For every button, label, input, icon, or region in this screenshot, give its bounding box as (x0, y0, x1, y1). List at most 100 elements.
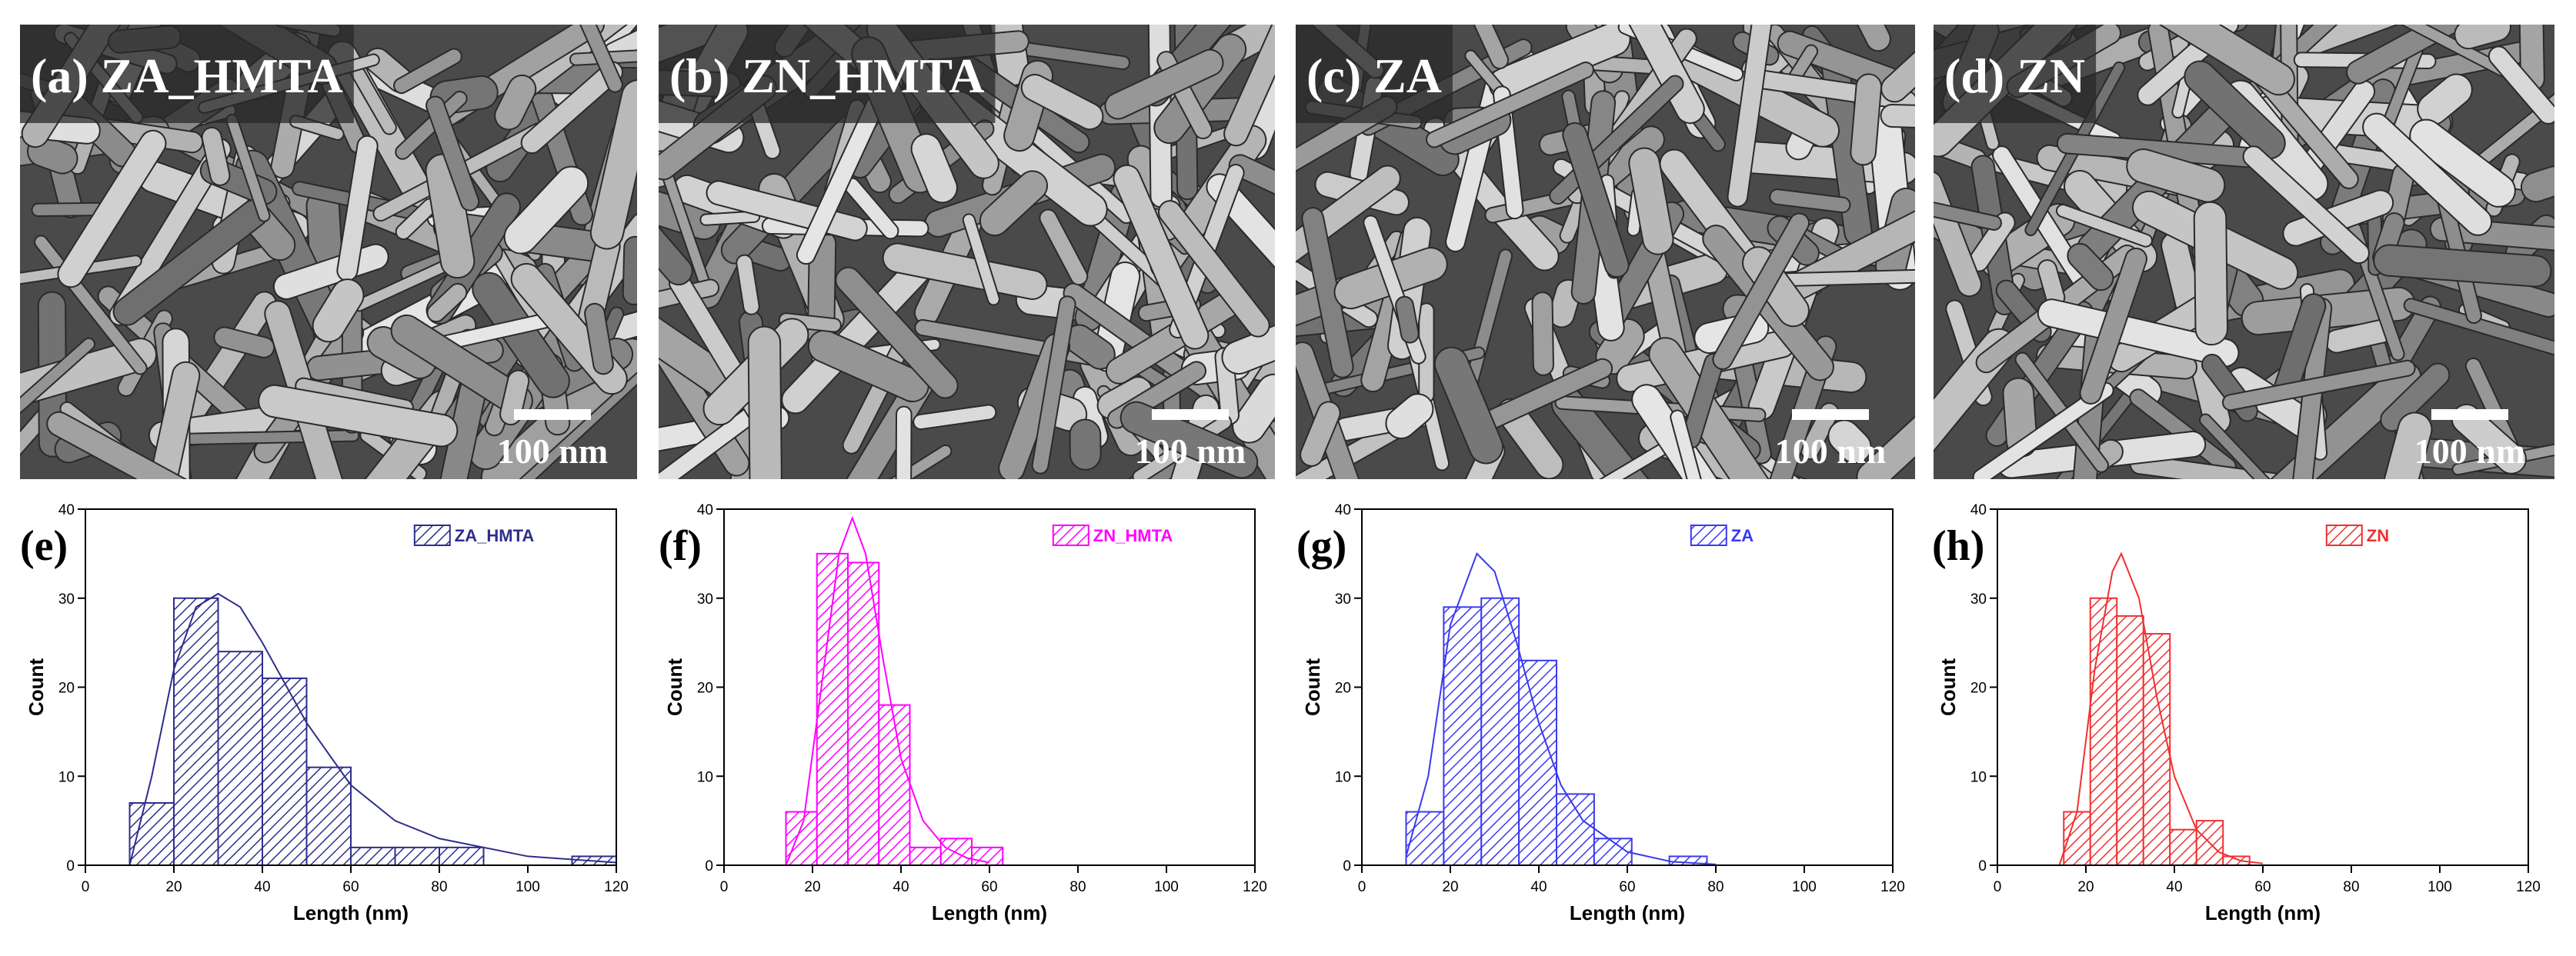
sem-rod (979, 170, 1049, 237)
y-tick-label: 20 (1335, 681, 1351, 697)
x-axis-title: Length (nm) (1570, 901, 1685, 924)
histogram-bar (262, 677, 308, 866)
histogram-bar (939, 838, 973, 867)
label-box (659, 25, 996, 123)
legend-swatch (1690, 525, 1727, 546)
sem-rod (2067, 242, 2114, 291)
histogram-bar (878, 704, 911, 867)
sem-rod (2409, 118, 2516, 208)
sem-rod (882, 242, 1048, 300)
x-tick-label: 80 (431, 879, 447, 895)
legend-swatch (1052, 525, 1089, 546)
x-tick-label: 40 (1530, 879, 1547, 895)
sem-rod (1562, 122, 1630, 278)
histogram-bar (217, 651, 263, 866)
sem-rod (659, 211, 693, 286)
x-tick-label: 60 (981, 879, 997, 895)
sem-rod (584, 302, 614, 375)
sem-rod (736, 254, 760, 315)
sem-rod (1433, 346, 1503, 465)
scale-bar-label: 100 nm (1775, 431, 1886, 471)
sem-rod (910, 133, 958, 204)
y-axis-title: Count (25, 658, 48, 716)
y-tick-label: 10 (697, 769, 713, 785)
x-tick-label: 120 (1880, 879, 1905, 895)
sem-rod (57, 129, 167, 288)
y-axis-title: Count (1937, 658, 1960, 716)
histogram-bar (909, 846, 942, 866)
y-tick-label: 20 (697, 681, 713, 697)
x-tick-label: 20 (165, 879, 182, 895)
x-tick-label: 0 (720, 879, 729, 895)
y-tick-label: 0 (1343, 858, 1351, 874)
sem-rod (2221, 359, 2416, 411)
x-tick-label: 40 (254, 879, 270, 895)
histogram-bar (2142, 633, 2171, 866)
sem-rod (425, 153, 475, 279)
sem-rod (1385, 393, 1434, 439)
x-tick-label: 20 (804, 879, 820, 895)
sem-rod (2373, 244, 2552, 288)
sem-rod (1223, 25, 1275, 147)
sem-rod (390, 314, 533, 417)
x-tick-label: 0 (1994, 879, 2002, 895)
y-tick-label: 0 (66, 858, 75, 874)
sem-rod (589, 79, 637, 250)
histogram-bar (394, 846, 440, 866)
x-tick-label: 120 (2516, 879, 2541, 895)
sem-rod (1228, 154, 1275, 200)
x-tick-label: 60 (342, 879, 359, 895)
sem-rod (2193, 201, 2229, 346)
histogram-bar (2089, 597, 2118, 866)
y-tick-label: 40 (1970, 502, 1987, 518)
sem-rod (2242, 145, 2370, 265)
sem-rod (393, 48, 462, 95)
label-box (1934, 25, 2097, 123)
image-label: (b) ZN_HMTA (669, 48, 984, 103)
scale-bar-label: 100 nm (1135, 431, 1246, 471)
panel-label: (g) (1296, 522, 1346, 570)
histogram-bar (128, 801, 175, 866)
sem-rod (2380, 362, 2451, 432)
scale-bar (1152, 409, 1229, 420)
histogram-bar (350, 846, 396, 866)
sem-rod (1628, 147, 1674, 255)
sem-rod (1712, 212, 1810, 370)
sem-rod (2184, 60, 2286, 160)
x-tick-label: 20 (1442, 879, 1458, 895)
scale-bar-label: 100 nm (497, 431, 608, 471)
x-axis-title: Length (nm) (293, 901, 409, 924)
sem-rod (1670, 409, 1710, 479)
sem-rod (2521, 165, 2554, 203)
sem-rod (312, 278, 365, 343)
fit-curve (2058, 551, 2264, 866)
legend-label: ZN (2367, 526, 2389, 545)
sem-rod (807, 329, 929, 403)
sem-rod (2154, 25, 2296, 96)
sem-rod (1880, 44, 1915, 103)
x-tick-label: 100 (516, 879, 540, 895)
histogram-bar (2116, 615, 2144, 867)
sem-rod (1119, 401, 1259, 479)
sem-rod (962, 213, 1000, 306)
sem-rod (20, 337, 95, 472)
sem-rod (134, 361, 201, 479)
sem-rod (1113, 164, 1210, 350)
y-tick-label: 0 (705, 858, 713, 874)
x-tick-label: 120 (604, 879, 629, 895)
x-tick-label: 120 (1243, 879, 1267, 895)
sem-rod (2454, 25, 2511, 50)
scale-bar (1792, 409, 1869, 420)
legend-label: ZN_HMTA (1093, 526, 1173, 545)
x-tick-label: 0 (1358, 879, 1366, 895)
x-axis-title: Length (nm) (932, 901, 1047, 924)
panel-label: (f) (659, 522, 702, 570)
x-axis-title: Length (nm) (2205, 901, 2321, 924)
image-label: (c) ZA (1306, 48, 1442, 103)
sem-rod (2417, 73, 2473, 125)
y-tick-label: 30 (1970, 591, 1987, 608)
scale-bar-label: 100 nm (2414, 431, 2525, 471)
label-box (20, 25, 354, 123)
image-label: (d) ZN (1944, 48, 2085, 103)
